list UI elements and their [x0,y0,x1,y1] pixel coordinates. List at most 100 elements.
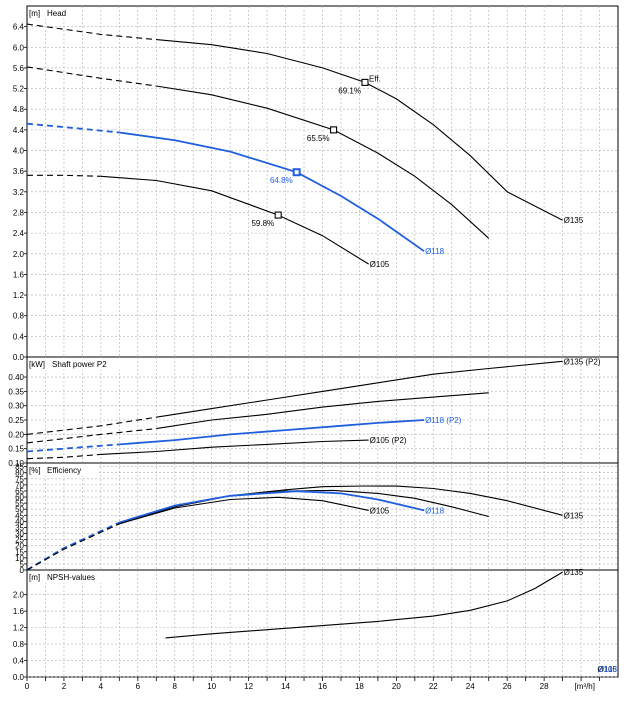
xtick-label: 26 [503,682,512,691]
head-ytick-label: 3.6 [13,167,25,176]
head-ytick-label: 3.2 [13,188,25,197]
efficiency-ytick-label: 30 [15,530,24,539]
head-ytick-label: 0.0 [13,353,25,362]
power-curve-dashed-1 [26,428,157,444]
label-layer: 0.0 0.4 0.8 1.2 1.6 2.0 2.4 2.8 3.2 3.6 4.0 4.4 4.8 5… [8,7,618,691]
efficiency-marker-0 [361,78,369,86]
power-ytick-label: 0.20 [8,430,24,439]
power-curve-dashed-0 [26,416,157,435]
xtick-label: 14 [281,682,290,691]
head-ytick-label: 4.4 [13,126,25,135]
power-curve-label-2: Ø118 (P2) [425,416,462,425]
power-curve-0 [156,360,563,418]
efficiency-curve-2 [119,490,425,524]
head-ytick-label: 2.0 [13,250,25,259]
efficiency-title: Efficiency [47,466,81,475]
head-title: Head [47,9,66,18]
head-ytick-label: 5.6 [13,64,25,73]
power-curve-3 [100,439,369,455]
head-title-bg [46,7,71,19]
head-ytick-label: 0.8 [13,312,25,321]
head-curve-dashed-1 [26,66,157,87]
efficiency-curve-3 [119,496,369,525]
head-curve-dashed-3 [27,174,101,177]
efficiency-ytick-label: 80 [15,469,24,478]
npsh-title: NPSH-values [47,573,95,582]
power-title: Shaft power P2 [52,360,107,369]
efficiency-ytick-label: 20 [15,542,24,551]
efficiency-ytick-label: 70 [15,481,24,490]
xtick-label: 28 [540,682,549,691]
npsh-ytick-label: 0.8 [13,640,25,649]
efficiency-ytick-label: 75 [15,475,24,484]
npsh-ytick-label: 1.6 [13,607,25,616]
efficiency-ytick-label: 50 [15,505,24,514]
efficiency-label-0: 69.1% [338,86,361,95]
xtick-label: 12 [244,682,253,691]
efficiency-curve-label-0: Ø135 [564,511,584,520]
npsh-ytick-label: 1.2 [13,624,25,633]
power-ytick-label: 0.25 [8,416,24,425]
efficiency-ytick-label: 10 [15,554,24,563]
head-curve-label-0: Ø135 [564,216,584,225]
head-ytick-label: 0.4 [13,332,25,341]
efficiency-unit-label: [%] [29,466,41,475]
npsh-ytick-label: 2.0 [13,591,25,600]
efficiency-ytick-label: 85 [15,463,24,472]
curve-layer [26,23,563,639]
xtick-label: 24 [466,682,475,691]
npsh-ytick-label: 0.0 [13,673,25,682]
head-curve-1 [156,85,490,239]
efficiency-ytick-label: 45 [15,511,24,520]
xtick-label: 20 [392,682,401,691]
power-title-bg [51,358,123,370]
xtick-label: 10 [207,682,216,691]
head-ytick-label: 1.2 [13,291,25,300]
grid-layer [24,5,619,681]
efficiency-curve-label-2: Ø118 [425,506,445,515]
efficiency-marker-1 [330,126,338,134]
eff-marker-label: Eff. [369,74,381,83]
head-ytick-label: 2.4 [13,229,25,238]
xtick-label: 4 [99,682,104,691]
xtick-label: 8 [173,682,178,691]
efficiency-unit-bg [28,464,46,476]
head-ytick-label: 1.6 [13,270,25,279]
x-axis-unit: [m³/h] [575,682,595,691]
xtick-label: 18 [355,682,364,691]
efficiency-ytick-label: 40 [15,517,24,526]
power-curve-1 [156,392,489,430]
head-unit-label: [m] [29,9,40,18]
xtick-label: 0 [25,682,30,691]
head-curve-3 [100,175,369,265]
head-ytick-label: 6.0 [13,43,25,52]
power-curve-dashed-2 [26,443,120,453]
efficiency-ytick-label: 0 [20,566,25,575]
corner-label-0: Ø105 [597,665,617,674]
efficiency-curve-dashed-1 [26,523,120,571]
power-curve-label-3: Ø105 (P2) [370,436,407,445]
efficiency-marker-3 [274,211,282,219]
power-ytick-label: 0.40 [8,373,24,382]
head-curve-dashed-2 [26,122,120,134]
efficiency-ytick-label: 60 [15,493,24,502]
efficiency-ytick-label: 25 [15,536,24,545]
head-ytick-label: 4.0 [13,147,25,156]
head-ytick-label: 4.8 [13,105,25,114]
npsh-ytick-label: 0.4 [13,657,25,666]
power-curve-dashed-3 [26,453,101,460]
power-unit-label: [kW] [29,360,45,369]
corner-label-1: Ø118 [598,665,618,674]
head-curve-dashed-0 [26,23,157,41]
npsh-unit-label: [m] [29,573,40,582]
efficiency-ytick-label: 15 [15,548,24,557]
npsh-title-bg [46,571,104,583]
xtick-label: 16 [318,682,327,691]
efficiency-curve-dashed-0 [26,523,120,571]
head-curve-label-3: Ø105 [370,260,390,269]
head-ytick-label: 6.4 [13,23,25,32]
efficiency-label-2: 64.8% [270,176,293,185]
efficiency-ytick-label: 35 [15,523,24,532]
xtick-label: 6 [136,682,141,691]
head-unit-bg [28,7,46,19]
